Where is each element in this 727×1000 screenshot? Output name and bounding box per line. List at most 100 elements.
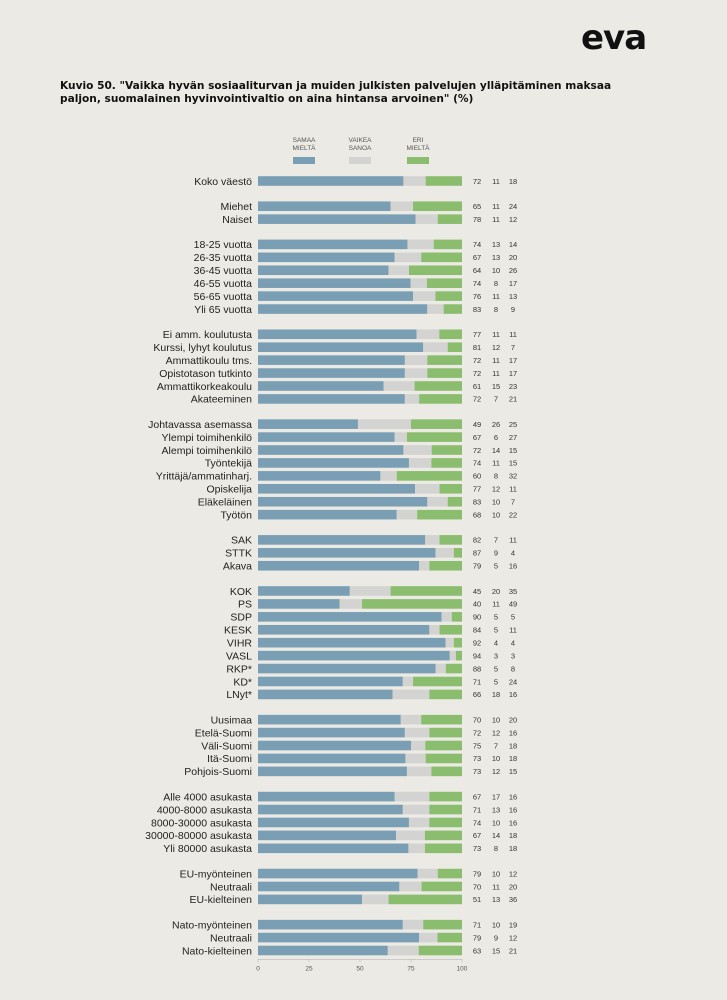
value-label: 26: [492, 420, 500, 429]
bar-samaa-mielta: [258, 342, 424, 352]
value-label: 18: [492, 690, 500, 699]
value-label: 20: [509, 715, 517, 724]
bar-vaikea-sanoa: [394, 432, 407, 442]
bar-samaa-mielta: [258, 355, 405, 365]
value-label: 6: [494, 433, 498, 442]
value-label: 18: [509, 177, 517, 186]
category-label: EU-myönteinen: [180, 868, 253, 880]
bar-samaa-mielta: [258, 599, 340, 609]
value-label: 15: [492, 946, 500, 955]
value-label: 72: [473, 395, 481, 404]
category-label: Johtavassa asemassa: [148, 419, 252, 431]
value-label: 90: [473, 613, 481, 622]
bar-vaikea-sanoa: [392, 689, 430, 700]
bar-eri-mielta: [421, 714, 462, 725]
bar-vaikea-sanoa: [404, 368, 428, 378]
bar-vaikea-sanoa: [404, 394, 420, 404]
category-label: Uusimaa: [211, 714, 253, 726]
category-label: Yli 80000 asukasta: [163, 843, 252, 855]
bar-eri-mielta: [396, 471, 462, 481]
bar-samaa-mielta: [258, 843, 409, 854]
value-label: 8: [494, 472, 498, 481]
value-label: 15: [492, 382, 500, 391]
bar-vaikea-sanoa: [411, 740, 426, 751]
bar-samaa-mielta: [258, 419, 358, 429]
bar-samaa-mielta: [258, 560, 420, 571]
bar-eri-mielta: [429, 727, 462, 738]
value-label: 36: [509, 895, 517, 904]
value-label: 17: [509, 279, 517, 288]
value-label: 71: [473, 920, 481, 929]
category-label: LNyt*: [226, 689, 252, 701]
bar-samaa-mielta: [258, 689, 393, 700]
bar-vaikea-sanoa: [404, 727, 430, 738]
category-label: Eläkeläinen: [198, 497, 252, 509]
value-label: 8: [494, 844, 498, 853]
value-label: 67: [473, 433, 481, 442]
bar-samaa-mielta: [258, 214, 416, 224]
value-label: 67: [473, 792, 481, 801]
value-label: 87: [473, 549, 481, 558]
value-label: 74: [473, 818, 481, 827]
value-label: 7: [511, 343, 515, 352]
value-label: 11: [492, 356, 500, 365]
category-label: Nato-kielteinen: [182, 945, 252, 957]
value-label: 13: [492, 895, 500, 904]
value-label: 11: [492, 177, 500, 186]
value-label: 7: [494, 395, 498, 404]
legend-label: SAMAA: [293, 137, 316, 144]
value-label: 4: [511, 549, 515, 558]
category-label: Työtön: [220, 509, 252, 521]
value-label: 14: [509, 240, 517, 249]
bar-vaikea-sanoa: [380, 471, 397, 481]
value-label: 16: [509, 562, 517, 571]
value-label: 18: [509, 754, 517, 763]
bar-samaa-mielta: [258, 548, 436, 558]
value-label: 11: [509, 536, 517, 545]
bar-vaikea-sanoa: [423, 342, 448, 352]
bar-samaa-mielta: [258, 176, 404, 186]
category-label: SDP: [230, 612, 252, 624]
bar-samaa-mielta: [258, 804, 403, 815]
bar-eri-mielta: [453, 637, 462, 648]
category-label: Työntekijä: [205, 458, 252, 470]
value-label: 94: [473, 651, 481, 660]
value-label: 65: [473, 202, 481, 211]
value-label: 21: [509, 395, 517, 404]
bar-vaikea-sanoa: [441, 612, 452, 622]
value-label: 11: [492, 600, 500, 609]
value-label: 3: [494, 651, 498, 660]
bar-vaikea-sanoa: [339, 599, 363, 609]
value-label: 17: [509, 369, 517, 378]
value-label: 68: [473, 510, 481, 519]
bar-vaikea-sanoa: [394, 791, 430, 802]
bar-vaikea-sanoa: [408, 817, 430, 828]
bar-samaa-mielta: [258, 727, 405, 738]
value-label: 13: [492, 240, 500, 249]
bar-vaikea-sanoa: [405, 753, 426, 764]
bar-vaikea-sanoa: [388, 265, 409, 276]
value-label: 81: [473, 343, 481, 352]
category-label: Kurssi, lyhyt koulutus: [153, 342, 252, 354]
bar-eri-mielta: [421, 881, 462, 892]
bar-samaa-mielta: [258, 945, 388, 956]
value-label: 24: [509, 202, 517, 211]
value-label: 78: [473, 215, 481, 224]
value-label: 10: [492, 510, 500, 519]
value-label: 64: [473, 266, 481, 275]
x-tick-label: 50: [356, 965, 364, 972]
bar-samaa-mielta: [258, 509, 397, 520]
bar-eri-mielta: [418, 945, 462, 956]
value-label: 8: [494, 279, 498, 288]
bar-samaa-mielta: [258, 278, 411, 288]
x-tick-label: 0: [256, 965, 260, 972]
value-label: 49: [509, 600, 517, 609]
chart-title: Kuvio 50. "Vaikka hyvän sosiaaliturvan j…: [60, 80, 612, 105]
value-label: 74: [473, 279, 481, 288]
bar-eri-mielta: [437, 932, 462, 943]
bar-eri-mielta: [443, 304, 462, 314]
bar-vaikea-sanoa: [419, 932, 438, 943]
value-label: 5: [494, 664, 498, 673]
bar-eri-mielta: [429, 791, 462, 802]
value-label: 20: [492, 587, 500, 596]
